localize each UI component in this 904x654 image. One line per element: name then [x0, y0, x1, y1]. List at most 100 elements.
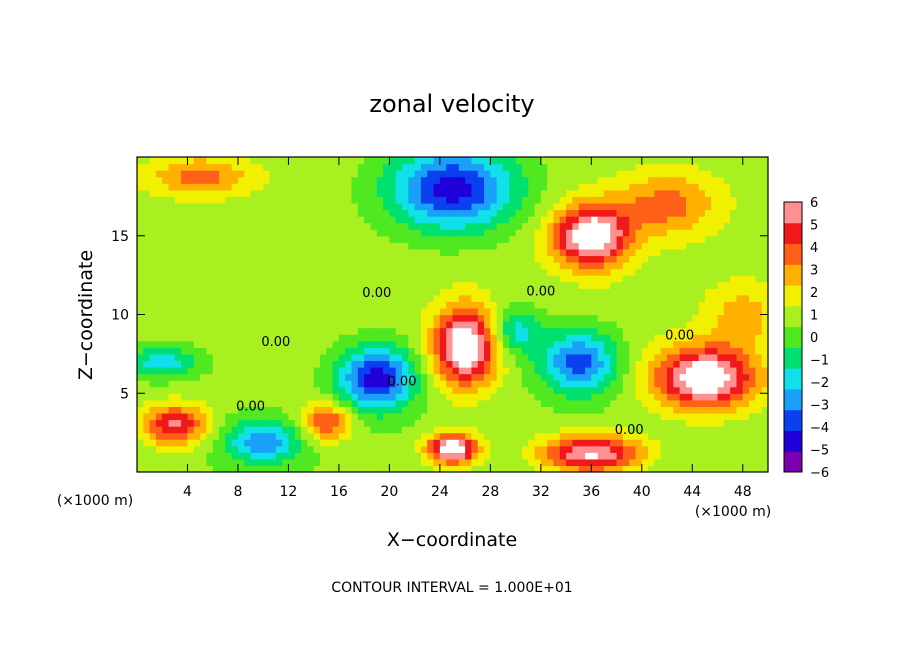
- heatmap-cell: [231, 380, 239, 388]
- heatmap-cell: [389, 340, 397, 348]
- heatmap-cell: [692, 412, 700, 421]
- heatmap-cell: [515, 275, 523, 283]
- heatmap-cell: [452, 301, 460, 309]
- heatmap-cell: [420, 294, 428, 302]
- heatmap-cell: [250, 170, 258, 178]
- heatmap-cell: [439, 393, 447, 401]
- heatmap-cell: [370, 412, 378, 421]
- heatmap-cell: [698, 157, 706, 165]
- heatmap-cell: [477, 176, 485, 184]
- heatmap-cell: [307, 452, 315, 460]
- heatmap-cell: [307, 170, 315, 178]
- heatmap-cell: [332, 406, 340, 414]
- heatmap-cell: [572, 380, 580, 388]
- heatmap-cell: [660, 189, 668, 197]
- heatmap-cell: [275, 412, 283, 421]
- heatmap-cell: [761, 353, 768, 362]
- heatmap-cell: [559, 439, 567, 447]
- heatmap-cell: [711, 268, 719, 276]
- heatmap-cell: [547, 419, 555, 427]
- heatmap-cell: [673, 386, 681, 394]
- heatmap-cell: [269, 393, 277, 401]
- heatmap-cell: [294, 426, 302, 434]
- heatmap-cell: [622, 242, 630, 250]
- heatmap-cell: [275, 242, 283, 250]
- heatmap-cell: [742, 327, 750, 335]
- heatmap-cell: [622, 432, 630, 440]
- heatmap-cell: [433, 412, 441, 421]
- heatmap-cell: [155, 275, 163, 283]
- heatmap-cell: [301, 301, 308, 309]
- heatmap-cell: [458, 281, 466, 289]
- heatmap-cell: [193, 255, 201, 263]
- heatmap-cell: [200, 242, 208, 250]
- heatmap-cell: [288, 281, 296, 289]
- heatmap-cell: [578, 202, 586, 211]
- heatmap-cell: [433, 393, 441, 401]
- heatmap-cell: [591, 301, 599, 309]
- heatmap-cell: [439, 432, 447, 440]
- heatmap-cell: [458, 183, 466, 191]
- heatmap-cell: [698, 170, 706, 178]
- heatmap-cell: [736, 307, 744, 316]
- heatmap-cell: [648, 189, 656, 197]
- heatmap-cell: [427, 183, 435, 191]
- heatmap-cell: [736, 327, 744, 335]
- heatmap-cell: [496, 432, 504, 440]
- heatmap-cell: [667, 367, 674, 375]
- heatmap-cell: [433, 360, 441, 368]
- heatmap-cell: [477, 412, 485, 421]
- heatmap-cell: [591, 157, 599, 165]
- heatmap-cell: [351, 373, 359, 381]
- heatmap-cell: [433, 242, 441, 250]
- heatmap-cell: [212, 340, 220, 348]
- heatmap-cell: [534, 399, 542, 407]
- heatmap-cell: [698, 307, 706, 316]
- heatmap-cell: [496, 439, 504, 447]
- heatmap-cell: [749, 373, 756, 381]
- heatmap-cell: [730, 294, 738, 302]
- heatmap-cell: [578, 255, 586, 263]
- heatmap-cell: [742, 386, 750, 394]
- heatmap-cell: [439, 262, 447, 270]
- heatmap-cell: [250, 222, 258, 230]
- heatmap-cell: [521, 281, 529, 289]
- heatmap-cell: [496, 353, 504, 362]
- heatmap-cell: [736, 255, 744, 263]
- heatmap-cell: [237, 196, 245, 204]
- heatmap-cell: [351, 183, 359, 191]
- heatmap-cell: [502, 183, 510, 191]
- heatmap-cell: [181, 255, 189, 263]
- heatmap-cell: [282, 242, 290, 250]
- heatmap-cell: [225, 242, 233, 250]
- heatmap-cell: [294, 183, 302, 191]
- heatmap-cell: [458, 189, 466, 197]
- heatmap-cell: [458, 229, 466, 237]
- heatmap-cell: [250, 183, 258, 191]
- heatmap-cell: [515, 360, 523, 368]
- heatmap-cell: [471, 314, 479, 322]
- heatmap-cell: [174, 347, 182, 355]
- heatmap-cell: [319, 262, 327, 270]
- heatmap-cell: [749, 380, 756, 388]
- heatmap-cell: [275, 170, 283, 178]
- heatmap-cell: [168, 242, 176, 250]
- heatmap-cell: [446, 406, 454, 414]
- heatmap-cell: [364, 189, 372, 197]
- heatmap-cell: [667, 458, 674, 467]
- heatmap-cell: [452, 255, 460, 263]
- heatmap-cell: [383, 268, 390, 276]
- heatmap-cell: [244, 465, 252, 472]
- heatmap-cell: [219, 163, 226, 171]
- heatmap-cell: [288, 393, 296, 401]
- heatmap-cell: [673, 189, 681, 197]
- heatmap-cell: [294, 189, 302, 197]
- heatmap-cell: [395, 321, 403, 329]
- heatmap-cell: [502, 419, 510, 427]
- heatmap-cell: [193, 229, 201, 237]
- heatmap-cell: [174, 242, 182, 250]
- heatmap-cell: [219, 327, 226, 335]
- heatmap-cell: [629, 393, 637, 401]
- heatmap-cell: [736, 445, 744, 453]
- heatmap-cell: [465, 373, 473, 381]
